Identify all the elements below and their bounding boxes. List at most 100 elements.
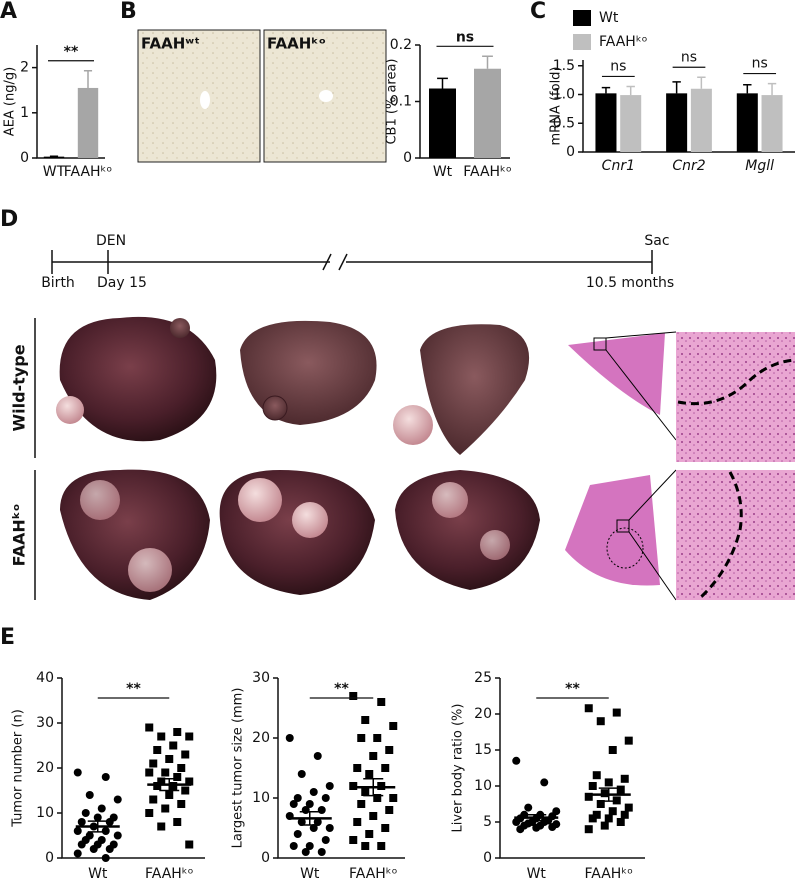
tumor bbox=[80, 480, 120, 520]
data-point bbox=[584, 825, 593, 834]
data-point bbox=[297, 770, 306, 778]
y-tick-label: 20 bbox=[252, 730, 270, 746]
data-point bbox=[145, 723, 154, 732]
x-tick-label: FAAHᵏᵒ bbox=[349, 866, 398, 882]
error-bar bbox=[437, 77, 448, 89]
error-bar bbox=[601, 86, 611, 94]
data-point bbox=[77, 818, 86, 826]
sem-bar bbox=[299, 811, 320, 826]
data-point bbox=[548, 823, 557, 832]
tumor bbox=[480, 530, 510, 560]
tumor-border bbox=[677, 358, 796, 406]
error-bar bbox=[482, 55, 493, 69]
zoom-line bbox=[605, 331, 677, 339]
data-point bbox=[105, 818, 114, 826]
y-tick-label: 1.0 bbox=[553, 87, 575, 103]
data-point bbox=[540, 778, 549, 787]
data-point bbox=[185, 777, 194, 786]
section bbox=[565, 475, 660, 586]
y-tick-label: 5 bbox=[483, 814, 492, 830]
error-bar bbox=[767, 82, 777, 96]
data-point bbox=[181, 786, 190, 795]
legend-label: Wt bbox=[599, 10, 619, 26]
panel-letter: E bbox=[0, 625, 15, 650]
tumor bbox=[128, 548, 172, 592]
data-point bbox=[325, 782, 334, 790]
y-axis-label: Tumor number (n) bbox=[11, 709, 26, 828]
image-label: FAAHᵏᵒ bbox=[267, 35, 326, 53]
significance-label: ns bbox=[610, 58, 626, 74]
data-point bbox=[512, 818, 521, 826]
liver bbox=[395, 470, 540, 590]
tumor-outline bbox=[606, 527, 644, 569]
data-point bbox=[289, 842, 298, 850]
timeline-event: DEN bbox=[96, 233, 126, 249]
he-image bbox=[676, 470, 795, 600]
timeline-event: Day 15 bbox=[97, 275, 147, 291]
data-point bbox=[369, 752, 378, 760]
data-point bbox=[157, 822, 166, 831]
data-point bbox=[365, 830, 374, 838]
data-point bbox=[297, 818, 306, 826]
bar bbox=[595, 93, 617, 152]
data-point bbox=[321, 794, 330, 802]
zoom-box bbox=[593, 337, 607, 351]
legend-swatch bbox=[573, 10, 591, 26]
data-point bbox=[97, 804, 106, 813]
tumor bbox=[170, 318, 190, 338]
bar bbox=[620, 95, 642, 152]
legend-label: FAAHᵏᵒ bbox=[599, 34, 648, 50]
data-point bbox=[588, 814, 597, 823]
data-point bbox=[373, 734, 382, 742]
data-point bbox=[584, 704, 593, 713]
data-point bbox=[385, 746, 394, 754]
data-point bbox=[309, 824, 318, 832]
bar bbox=[666, 93, 688, 152]
data-point bbox=[624, 803, 633, 812]
data-point bbox=[361, 788, 370, 796]
data-point bbox=[389, 722, 398, 730]
panel-letter: B bbox=[120, 0, 137, 24]
data-point bbox=[600, 821, 609, 830]
significance-label: ns bbox=[752, 56, 768, 72]
bar bbox=[474, 68, 501, 158]
sem-bar bbox=[363, 778, 384, 797]
data-point bbox=[381, 824, 390, 832]
x-tick-label: Cnr1 bbox=[602, 158, 635, 174]
error-bar bbox=[743, 83, 752, 94]
data-point bbox=[293, 794, 302, 802]
data-point bbox=[385, 806, 394, 814]
y-tick-label: 10 bbox=[474, 778, 492, 794]
y-tick-label: 0 bbox=[483, 850, 492, 866]
data-point bbox=[173, 818, 182, 826]
data-point bbox=[101, 827, 110, 835]
data-point bbox=[157, 777, 166, 786]
micrographs bbox=[137, 29, 387, 163]
x-tick-label: Mgll bbox=[745, 158, 774, 174]
histology bbox=[565, 331, 796, 601]
y-tick-label: 2 bbox=[20, 60, 29, 76]
x-tick-label: FAAHᵏᵒ bbox=[64, 164, 113, 180]
data-point bbox=[357, 734, 366, 742]
bar bbox=[690, 88, 712, 152]
y-axis-label: mRNA (fold) bbox=[549, 67, 564, 146]
section bbox=[568, 333, 665, 415]
data-point bbox=[149, 759, 158, 768]
data-point bbox=[181, 750, 190, 759]
tumor bbox=[393, 405, 433, 445]
panel-letter: A bbox=[0, 0, 17, 24]
sem-bar bbox=[87, 820, 108, 833]
error-bar bbox=[626, 85, 635, 96]
data-point bbox=[317, 848, 326, 856]
data-point bbox=[516, 825, 525, 834]
data-point bbox=[596, 800, 605, 808]
y-tick-label: 0 bbox=[403, 150, 412, 166]
x-tick-label: FAAHᵏᵒ bbox=[463, 164, 512, 180]
bar bbox=[736, 93, 758, 152]
data-point bbox=[592, 771, 601, 780]
data-point bbox=[145, 768, 154, 777]
y-axis-label: AEA (ng/g) bbox=[3, 67, 18, 136]
x-tick-label: FAAHᵏᵒ bbox=[584, 866, 633, 882]
data-point bbox=[73, 849, 82, 858]
error-bar bbox=[672, 81, 681, 94]
